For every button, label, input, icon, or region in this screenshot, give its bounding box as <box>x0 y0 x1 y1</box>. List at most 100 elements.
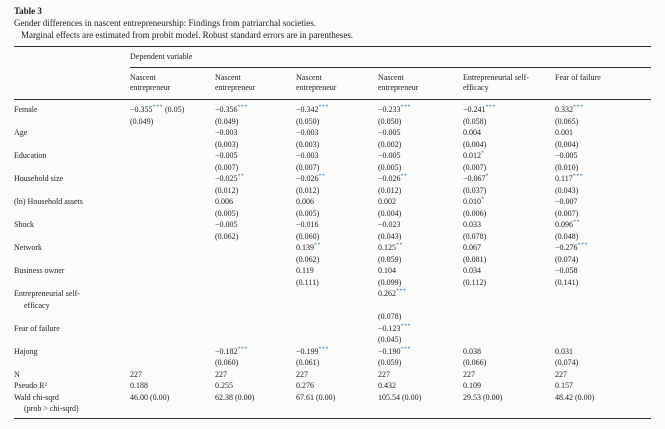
standard-error: (0.005) <box>378 162 402 172</box>
standard-error <box>463 334 551 346</box>
significance-stars: *** <box>152 104 164 111</box>
estimate-value: −0.003 <box>215 128 238 137</box>
coefficient-cell <box>555 288 651 323</box>
coefficient-cell: −0.005 (0.007) <box>215 150 296 173</box>
standard-error: (0.007) <box>215 162 239 172</box>
significance-stars: ** <box>573 219 580 226</box>
estimate-value <box>130 196 211 208</box>
estimate-value <box>130 288 211 300</box>
standard-error: (0.048) <box>555 231 579 241</box>
row-label-line: Household size <box>14 174 64 183</box>
coefficient-cell: −0.067* (0.037) <box>463 173 555 196</box>
estimate-value: −0.241*** <box>463 104 497 114</box>
statistic-value: 227 <box>296 369 308 379</box>
standard-error <box>130 254 211 266</box>
standard-error: (0.010) <box>555 162 579 172</box>
coefficient-cell: 0.033 (0.078) <box>463 219 555 242</box>
coefficient-cell: 0.038 (0.066) <box>463 346 555 369</box>
row-label-line: N <box>14 369 20 379</box>
column-header-6: Fear of failure <box>555 68 651 99</box>
statistic-cell: 29.53 (0.00) <box>463 392 555 415</box>
standard-error <box>215 277 292 289</box>
coefficient-cell: 0.010* (0.006) <box>463 196 555 219</box>
standard-error: (0.007) <box>296 162 320 172</box>
row-label-line: Age <box>14 128 28 137</box>
estimate-value: −0.276*** <box>555 242 589 252</box>
estimate-value: −0.025** <box>215 173 245 183</box>
coefficient-cell: −0.355*** (0.05) (0.049) <box>130 104 215 127</box>
table-body: Female −0.355*** (0.05) (0.049) −0.356*** (0… <box>14 100 651 418</box>
row-label: Education <box>14 150 130 173</box>
coefficient-cell: 0.117*** (0.043) <box>555 173 651 196</box>
estimate-value <box>130 242 211 254</box>
standard-error: (0.003) <box>215 139 239 149</box>
statistic-cell: 105.54 (0.00) <box>378 392 463 415</box>
coefficient-cell: −0.005 (0.002) <box>378 127 463 150</box>
coefficient-cell <box>215 323 296 346</box>
coefficient-cell <box>463 288 555 323</box>
standard-error <box>215 334 292 346</box>
significance-stars: * <box>485 173 490 180</box>
spacer-line <box>463 300 551 312</box>
table-row: Female −0.355*** (0.05) (0.049) −0.356*** (0… <box>14 104 651 127</box>
column-header-line: entrepreneur <box>296 83 337 92</box>
standard-error: (0.045) <box>378 335 402 344</box>
standard-error: (0.005) <box>296 208 320 218</box>
coefficient-cell <box>296 323 378 346</box>
standard-error: (0.012) <box>296 185 320 195</box>
estimate-value: −0.067* <box>463 173 490 183</box>
statistic-value: 0.109 <box>463 381 481 390</box>
spanner-row: Dependent variable <box>14 47 651 68</box>
standard-error: (0.112) <box>463 277 487 287</box>
column-header-line: Nascent <box>378 73 404 82</box>
row-label: Entrepreneurial self-efficacy <box>14 288 130 323</box>
coefficient-cell <box>130 173 215 196</box>
estimate-value: −0.123*** <box>378 322 412 333</box>
coefficient-cell <box>130 219 215 242</box>
estimate-value: 0.038 <box>463 346 481 356</box>
coefficient-cell <box>130 150 215 173</box>
significance-stars: *** <box>400 322 412 329</box>
coefficient-cell: −0.005 (0.005) <box>378 150 463 173</box>
estimate-value: −0.199*** <box>296 345 330 356</box>
table-row: Fear of failure −0.123*** (0.045) <box>14 323 651 346</box>
row-label: (ln) Household assets <box>14 196 130 219</box>
coefficient-cell <box>130 242 215 265</box>
statistic-value: 105.54 (0.00) <box>378 392 422 402</box>
significance-stars: *** <box>318 345 330 352</box>
standard-error: (0.062) <box>296 254 320 264</box>
row-label: Age <box>14 127 130 150</box>
standard-error: (0.060) <box>296 231 320 241</box>
estimate-value <box>130 173 211 185</box>
significance-stars: ** <box>318 173 326 180</box>
coefficient-cell: 0.012* (0.007) <box>463 150 555 173</box>
estimate-value: 0.010* <box>463 196 485 206</box>
estimate-value: 0.117*** <box>555 173 584 183</box>
row-label: Hajong <box>14 346 130 369</box>
table-row: Entrepreneurial self-efficacy 0.262*** (… <box>14 288 651 323</box>
statistic-value: 227 <box>215 369 227 379</box>
statistic-value: 48.42 (0.00) <box>555 392 595 402</box>
significance-stars: ** <box>314 242 321 249</box>
statistic-value: 46.00 (0.00) <box>130 392 170 402</box>
table-row: (ln) Household assets 0.006 (0.005) 0.006 (… <box>14 196 651 219</box>
standard-error: (0.062) <box>215 231 239 241</box>
standard-error: (0.049) <box>130 116 154 126</box>
statistic-cell: 46.00 (0.00) <box>130 392 215 415</box>
estimate-value: 0.125** <box>378 242 403 252</box>
estimate-value: 0.001 <box>555 128 573 137</box>
statistic-value: 67.61 (0.00) <box>296 392 336 402</box>
coefficient-cell: −0.016 (0.060) <box>296 219 378 242</box>
spacer-line <box>215 300 292 312</box>
column-header-line: Nascent <box>296 73 322 82</box>
significance-stars: *** <box>400 345 412 352</box>
table-row: Business owner 0.119 (0.111) 0.104 (0.099) 0… <box>14 265 651 288</box>
standard-error <box>215 311 292 323</box>
dependent-variable-header: Dependent variable <box>130 47 651 68</box>
column-header-line: Nascent <box>130 73 156 82</box>
estimate-value <box>130 346 211 358</box>
standard-error <box>555 311 647 323</box>
estimate-value: 0.067 <box>463 243 481 252</box>
estimate-value: 0.002 <box>378 197 396 206</box>
coefficient-cell: −0.182*** (0.060) <box>215 346 296 369</box>
